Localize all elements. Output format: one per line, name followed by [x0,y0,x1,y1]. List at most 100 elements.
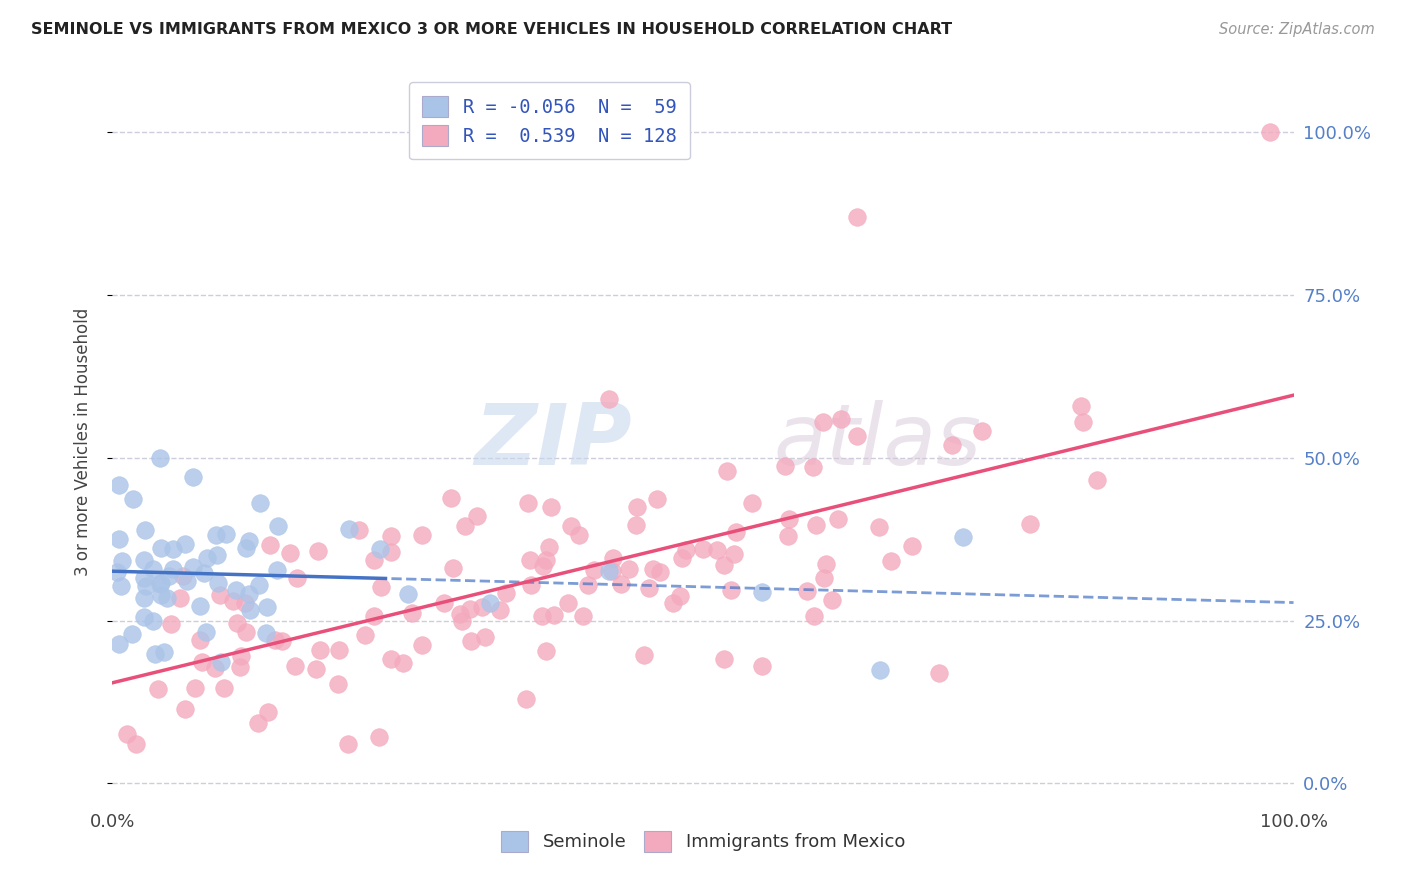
Point [188,599,211,613]
Point [741,495,763,509]
Point [465,508,488,523]
Point [928,665,950,680]
Point [162,562,184,576]
Point [363,608,385,623]
Point [970,424,993,438]
Point [821,593,844,607]
Point [194,625,217,640]
Point [751,659,773,673]
Point [519,552,541,566]
Point [576,577,599,591]
Point [307,544,329,558]
Point [796,583,818,598]
Point [751,585,773,599]
Point [254,625,277,640]
Point [134,523,156,537]
Point [813,416,835,430]
Point [675,543,697,558]
Point [256,705,278,719]
Point [713,558,735,573]
Point [221,593,243,607]
Point [598,564,620,578]
Point [530,609,553,624]
Point [723,547,745,561]
Point [716,464,738,478]
Point [238,587,260,601]
Point [125,737,148,751]
Point [815,558,838,572]
Point [149,450,172,465]
Point [609,576,631,591]
Point [804,517,827,532]
Point [479,596,502,610]
Point [1070,399,1092,413]
Point [111,554,134,568]
Point [176,574,198,589]
Point [624,518,647,533]
Y-axis label: 3 or more Vehicles in Household: 3 or more Vehicles in Household [73,308,91,575]
Point [246,715,269,730]
Point [778,528,800,542]
Point [132,571,155,585]
Point [181,470,204,484]
Point [336,737,359,751]
Point [121,627,143,641]
Point [517,496,540,510]
Point [153,645,176,659]
Point [108,478,131,492]
Point [619,561,641,575]
Point [537,540,560,554]
Point [354,628,377,642]
Point [305,662,328,676]
Point [328,676,350,690]
Point [162,541,184,556]
Point [515,691,537,706]
Point [775,458,797,473]
Point [264,632,287,647]
Point [370,580,392,594]
Point [193,566,215,580]
Point [239,602,262,616]
Point [195,550,218,565]
Point [846,429,869,443]
Point [571,609,593,624]
Point [643,561,665,575]
Text: SEMINOLE VS IMMIGRANTS FROM MEXICO 3 OR MORE VEHICLES IN HOUSEHOLD CORRELATION C: SEMINOLE VS IMMIGRANTS FROM MEXICO 3 OR … [31,22,952,37]
Point [181,559,204,574]
Point [441,561,464,575]
Point [396,586,419,600]
Point [380,652,402,666]
Point [540,500,562,514]
Point [363,553,385,567]
Point [308,642,330,657]
Point [626,500,648,515]
Point [458,602,481,616]
Point [560,519,582,533]
Point [247,578,270,592]
Legend: Seminole, Immigrants from Mexico: Seminole, Immigrants from Mexico [494,823,912,859]
Point [225,583,247,598]
Point [868,520,890,534]
Point [368,542,391,557]
Text: ZIP: ZIP [474,400,633,483]
Point [1258,125,1281,139]
Point [411,527,433,541]
Point [845,210,868,224]
Point [531,559,554,574]
Point [174,702,197,716]
Point [534,552,557,566]
Point [803,608,825,623]
Text: Source: ZipAtlas.com: Source: ZipAtlas.com [1219,22,1375,37]
Point [172,569,194,583]
Point [411,638,433,652]
Point [662,596,685,610]
Point [142,615,165,629]
Point [433,596,456,610]
Point [668,589,690,603]
Point [110,579,132,593]
Point [271,634,294,648]
Point [285,570,308,584]
Point [449,607,471,622]
Point [157,568,180,582]
Point [143,647,166,661]
